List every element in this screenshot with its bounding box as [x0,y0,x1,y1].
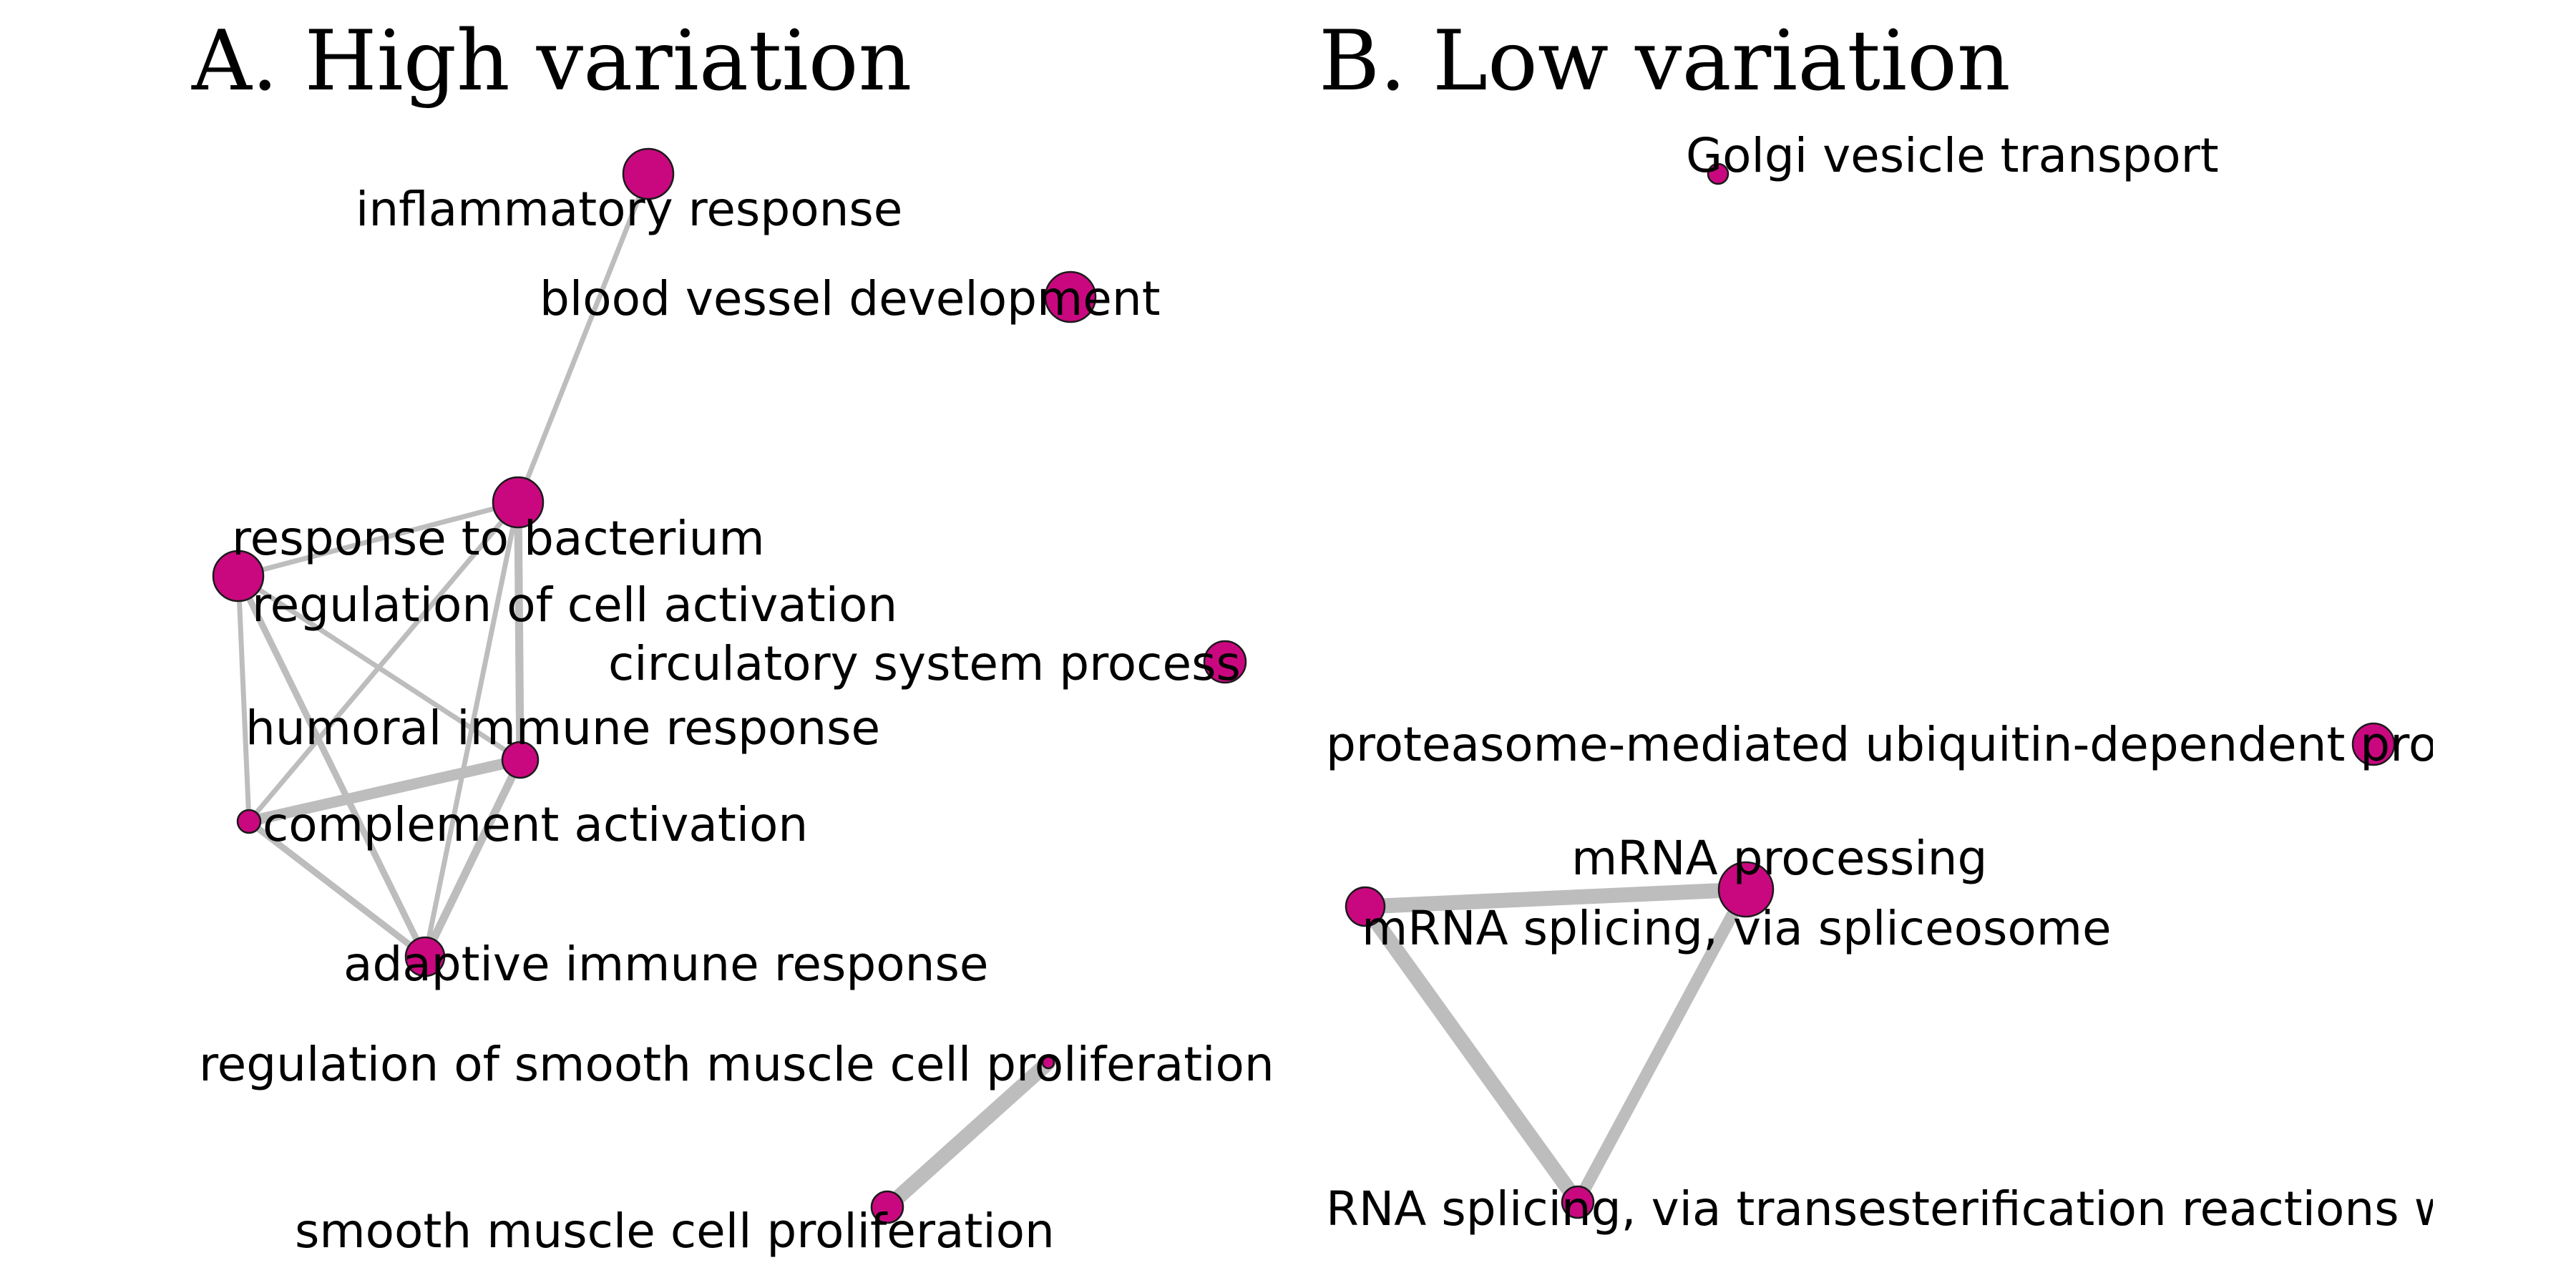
node-label-mrna-splicing-spliceosome: mRNA splicing, via spliceosome [1362,901,2112,956]
node-response-to-bacterium [492,476,545,529]
node-adaptive-immune-response [404,936,446,977]
node-regulation-of-cell-activation [212,550,265,602]
edge-regulation-of-cell-activation-to-humoral-immune-response [235,573,523,763]
edge-response-to-bacterium-to-complement-activation [246,499,521,824]
node-rna-splicing-transesterification [1561,1185,1595,1219]
node-smooth-muscle-cell-proliferation [870,1190,904,1224]
panel-b-title: B. Low variation [1319,13,2011,109]
edge-humoral-immune-response-to-adaptive-immune-response [421,756,525,961]
edge-inflammatory-response-to-response-to-bacterium [515,171,651,505]
edge-regulation-of-cell-activation-to-complement-activation [235,573,252,824]
edge-regulation-of-cell-activation-to-adaptive-immune-response [235,572,429,960]
edge-mrna-processing-to-rna-splicing-transesterification [1571,883,1752,1209]
node-label-circulatory-system-process: circulatory system process [608,636,1241,691]
edge-mrna-processing-to-mrna-splicing-spliceosome [1357,882,1754,914]
panel-b-network: Golgi vesicle transport proteasome-mediat… [1326,128,2485,1236]
edge-regulation-of-smooth-muscle-cell-proliferation-to-smooth-muscle-cell-proliferation [879,1055,1056,1215]
edge-mrna-splicing-spliceosome-to-rna-splicing-transesterification [1357,899,1586,1210]
node-blood-vessel-development [1044,270,1097,323]
node-mrna-splicing-spliceosome [1345,886,1386,927]
node-label-proteasome-mediated: proteasome-mediated ubiquitin-dependent … [1326,717,2485,772]
node-mrna-processing [1717,861,1775,918]
node-inflammatory-response [622,147,675,200]
node-humoral-immune-response [501,741,540,779]
node-proteasome-mediated [2351,722,2396,766]
node-label-golgi-vesicle-transport: Golgi vesicle transport [1686,128,2219,183]
node-label-regulation-of-smooth-muscle-cell-proliferation: regulation of smooth muscle cell prolife… [199,1037,1274,1092]
node-label-inflammatory-response: inflammatory response [356,182,902,237]
panel-a-title: A. High variation [191,13,912,109]
node-label-mrna-processing: mRNA processing [1571,831,1987,886]
edge-complement-activation-to-adaptive-immune-response [245,818,429,960]
node-label-regulation-of-cell-activation: regulation of cell activation [252,577,897,633]
node-label-humoral-immune-response: humoral immune response [245,701,880,756]
node-golgi-vesicle-transport [1707,162,1729,185]
panel-a-network: inflammatory response blood vessel develo… [199,147,1274,1259]
node-label-smooth-muscle-cell-proliferation: smooth muscle cell proliferation [295,1204,1055,1259]
node-label-adaptive-immune-response: adaptive immune response [343,937,988,992]
node-label-rna-splicing-transesterification: RNA splicing, via transesterification re… [1326,1181,2466,1236]
node-complement-activation [236,809,262,834]
edge-humoral-immune-response-to-complement-activation [243,754,526,827]
edge-response-to-bacterium-to-humoral-immune-response [514,498,525,764]
node-label-complement-activation: complement activation [263,797,808,852]
node-label-blood-vessel-development: blood vessel development [540,271,1161,326]
node-label-response-to-bacterium: response to bacterium [232,511,765,566]
node-circulatory-system-process [1203,640,1247,684]
edge-response-to-bacterium-to-regulation-of-cell-activation [235,499,521,579]
node-regulation-of-smooth-muscle-cell-proliferation [1041,1055,1055,1070]
